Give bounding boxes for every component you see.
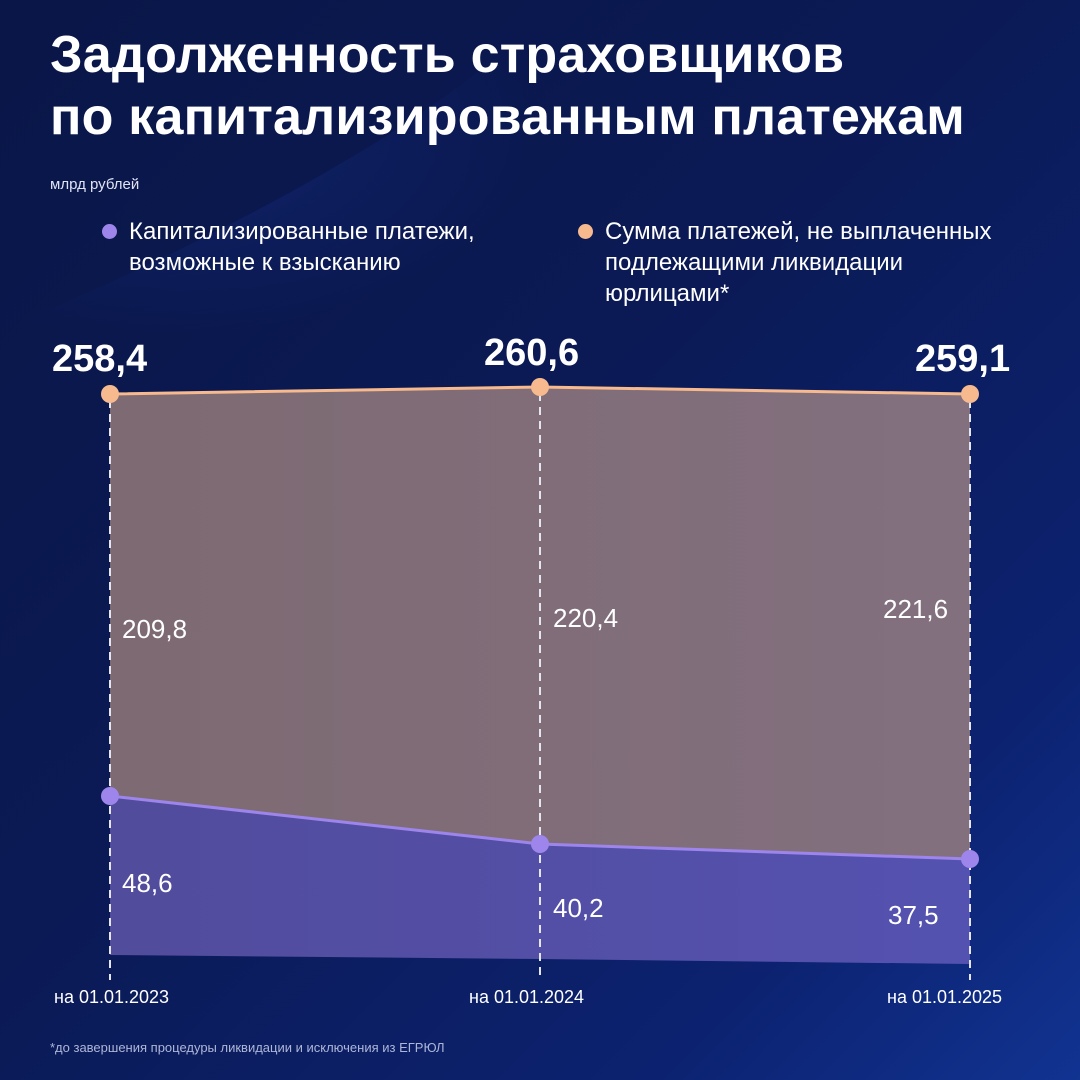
total-marker-2023 xyxy=(101,385,119,403)
recoverable-marker-2023 xyxy=(101,787,119,805)
lower-value-2025: 37,5 xyxy=(888,900,939,930)
lower-value-2024: 40,2 xyxy=(553,893,604,923)
recoverable-area xyxy=(110,796,970,964)
total-label-2024: 260,6 xyxy=(484,332,580,374)
upper-value-2025: 221,6 xyxy=(883,594,949,624)
total-marker-2024 xyxy=(531,378,549,396)
recoverable-marker-2025 xyxy=(961,850,979,868)
total-label-2025: 259,1 xyxy=(915,338,1011,380)
page-title: Задолженность страховщиков по капитализи… xyxy=(50,26,965,146)
total-label-2023: 258,4 xyxy=(52,338,148,380)
x-label-2024: на 01.01.2024 xyxy=(469,987,585,1007)
total-marker-2025 xyxy=(961,385,979,403)
unit-label: млрд рублей xyxy=(50,176,140,193)
footnote: *до завершения процедуры ликвидации и ис… xyxy=(50,1040,445,1055)
recoverable-marker-2024 xyxy=(531,835,549,853)
x-label-2025: на 01.01.2025 xyxy=(887,987,1003,1007)
upper-value-2024: 220,4 xyxy=(553,603,619,633)
legend-dot-purple-icon xyxy=(102,224,117,239)
legend-item-recoverable: Капитализированные платежи, возможные к … xyxy=(102,216,475,278)
x-label-2023: на 01.01.2023 xyxy=(54,987,170,1007)
legend-item-unpaid: Сумма платежей, не выплаченных подлежащи… xyxy=(578,216,992,309)
upper-value-2023: 209,8 xyxy=(122,614,188,644)
lower-value-2023: 48,6 xyxy=(122,868,173,898)
legend-dot-peach-icon xyxy=(578,224,593,239)
